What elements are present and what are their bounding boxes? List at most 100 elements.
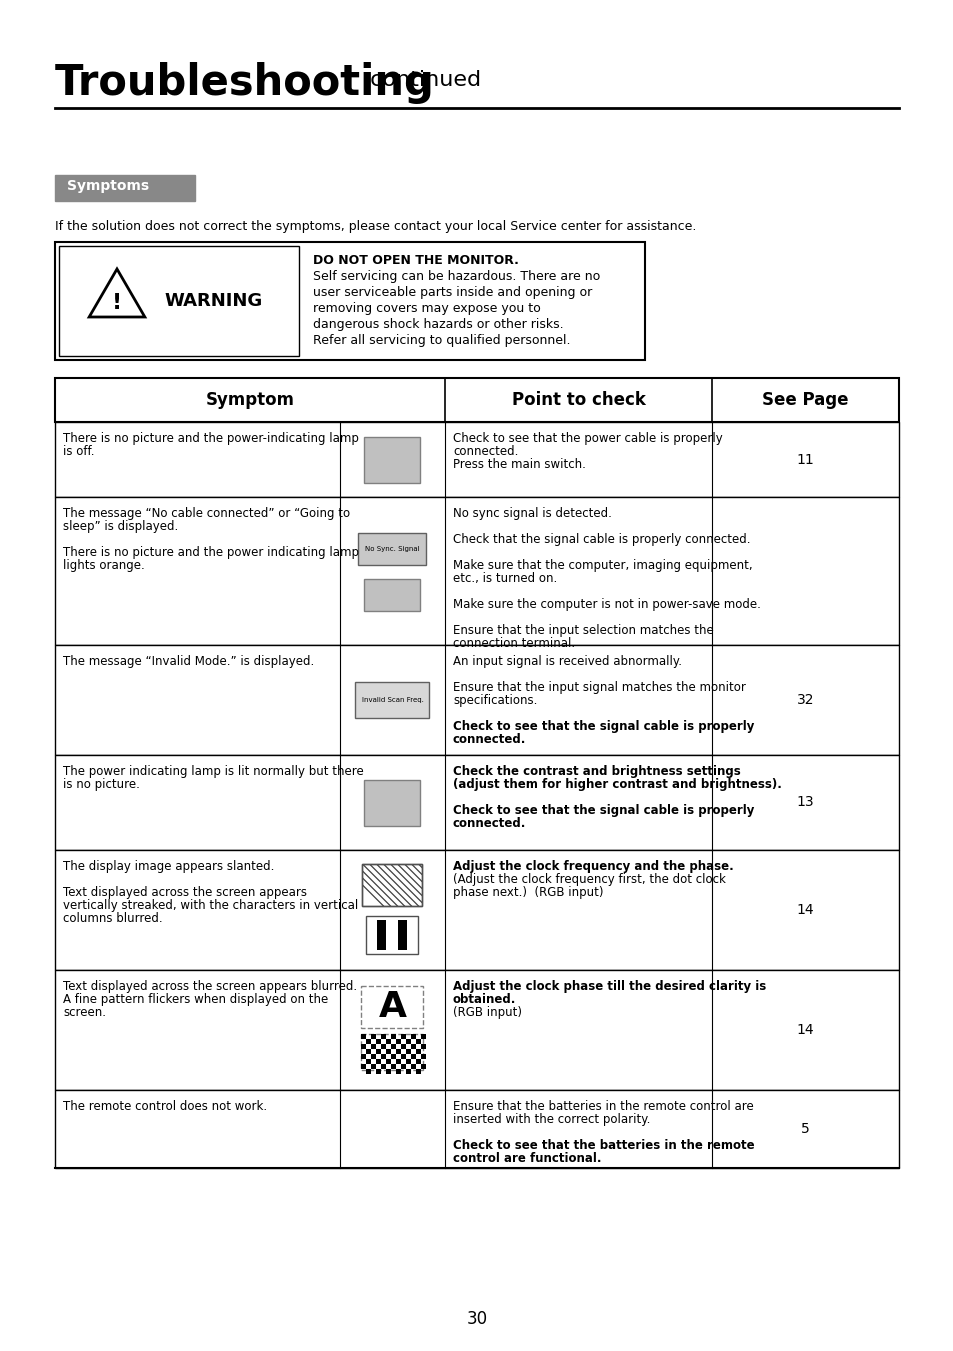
Text: Text displayed across the screen appears blurred.: Text displayed across the screen appears…: [63, 979, 356, 993]
Text: The message “No cable connected” or “Going to: The message “No cable connected” or “Goi…: [63, 507, 350, 520]
Text: Check to see that the signal cable is properly: Check to see that the signal cable is pr…: [453, 720, 754, 734]
Bar: [406, 1069, 411, 1074]
Text: If the solution does not correct the symptoms, please contact your local Service: If the solution does not correct the sym…: [55, 220, 696, 232]
Bar: [416, 1069, 421, 1074]
Bar: [401, 1034, 406, 1039]
Bar: [381, 1065, 386, 1069]
Bar: [362, 865, 422, 907]
Text: control are functional.: control are functional.: [453, 1152, 601, 1165]
Bar: [371, 1034, 376, 1039]
Bar: [416, 1039, 421, 1044]
Bar: [411, 1054, 416, 1059]
Text: connection terminal.: connection terminal.: [453, 638, 575, 650]
Bar: [381, 1054, 386, 1059]
Text: Symptom: Symptom: [205, 390, 294, 409]
Bar: [358, 534, 426, 565]
Text: obtained.: obtained.: [453, 993, 516, 1006]
Text: 11: 11: [796, 453, 814, 466]
Text: sleep” is displayed.: sleep” is displayed.: [63, 520, 178, 534]
Text: 32: 32: [796, 693, 814, 707]
Text: (adjust them for higher contrast and brightness).: (adjust them for higher contrast and bri…: [453, 778, 781, 790]
Text: connected.: connected.: [453, 734, 526, 746]
Bar: [361, 1054, 366, 1059]
Bar: [55, 970, 898, 1090]
Text: Self servicing can be hazardous. There are no: Self servicing can be hazardous. There a…: [313, 270, 599, 282]
Text: Symptoms: Symptoms: [67, 178, 149, 193]
Bar: [421, 1054, 426, 1059]
Bar: [362, 1035, 422, 1069]
Bar: [398, 920, 407, 950]
Bar: [381, 1044, 386, 1048]
Text: The remote control does not work.: The remote control does not work.: [63, 1100, 267, 1113]
Bar: [55, 644, 898, 755]
Bar: [55, 1090, 898, 1169]
Text: Invalid Scan Freq.: Invalid Scan Freq.: [361, 697, 423, 703]
Text: Adjust the clock phase till the desired clarity is: Adjust the clock phase till the desired …: [453, 979, 765, 993]
Text: (Adjust the clock frequency first, the dot clock: (Adjust the clock frequency first, the d…: [453, 873, 725, 886]
Bar: [386, 1059, 391, 1065]
Text: Check that the signal cable is properly connected.: Check that the signal cable is properly …: [453, 534, 750, 546]
Bar: [406, 1039, 411, 1044]
Bar: [55, 850, 898, 970]
Text: No sync signal is detected.: No sync signal is detected.: [453, 507, 611, 520]
Bar: [371, 1065, 376, 1069]
Text: etc., is turned on.: etc., is turned on.: [453, 571, 557, 585]
Bar: [59, 246, 298, 357]
Text: Point to check: Point to check: [511, 390, 645, 409]
Text: is no picture.: is no picture.: [63, 778, 140, 790]
Bar: [391, 1034, 396, 1039]
Bar: [362, 865, 422, 907]
Bar: [355, 682, 429, 717]
Bar: [391, 1054, 396, 1059]
Bar: [376, 1059, 381, 1065]
Text: continued: continued: [363, 70, 480, 91]
Text: 5: 5: [801, 1121, 809, 1136]
Bar: [366, 1039, 371, 1044]
Text: 14: 14: [796, 902, 814, 917]
Bar: [377, 920, 386, 950]
Bar: [55, 378, 898, 422]
Bar: [396, 1048, 401, 1054]
Text: connected.: connected.: [453, 817, 526, 830]
Bar: [362, 865, 422, 907]
Bar: [396, 1039, 401, 1044]
Bar: [386, 1048, 391, 1054]
Bar: [391, 1065, 396, 1069]
Text: Check the contrast and brightness settings: Check the contrast and brightness settin…: [453, 765, 740, 778]
Text: An input signal is received abnormally.: An input signal is received abnormally.: [453, 655, 681, 667]
Text: A fine pattern flickers when displayed on the: A fine pattern flickers when displayed o…: [63, 993, 328, 1006]
Text: 14: 14: [796, 1023, 814, 1038]
Bar: [55, 422, 898, 497]
Text: specifications.: specifications.: [453, 694, 537, 707]
Bar: [411, 1044, 416, 1048]
Bar: [55, 242, 644, 359]
Text: Troubleshooting: Troubleshooting: [55, 62, 435, 104]
Bar: [361, 1034, 366, 1039]
Bar: [411, 1034, 416, 1039]
Bar: [361, 1034, 423, 1070]
Bar: [366, 1048, 371, 1054]
Text: user serviceable parts inside and opening or: user serviceable parts inside and openin…: [313, 286, 592, 299]
Text: There is no picture and the power indicating lamp: There is no picture and the power indica…: [63, 546, 358, 559]
Text: Ensure that the batteries in the remote control are: Ensure that the batteries in the remote …: [453, 1100, 753, 1113]
Bar: [421, 1034, 426, 1039]
Text: lights orange.: lights orange.: [63, 559, 145, 571]
Text: Check to see that the signal cable is properly: Check to see that the signal cable is pr…: [453, 804, 754, 817]
Bar: [411, 1065, 416, 1069]
Bar: [366, 916, 418, 954]
Text: columns blurred.: columns blurred.: [63, 912, 162, 925]
Text: is off.: is off.: [63, 444, 94, 458]
Text: Make sure the computer is not in power-save mode.: Make sure the computer is not in power-s…: [453, 598, 760, 611]
Text: phase next.)  (RGB input): phase next.) (RGB input): [453, 886, 603, 898]
Bar: [401, 1044, 406, 1048]
Bar: [376, 1069, 381, 1074]
Bar: [421, 1065, 426, 1069]
Text: The power indicating lamp is lit normally but there: The power indicating lamp is lit normall…: [63, 765, 363, 778]
Bar: [364, 780, 420, 825]
Text: vertically streaked, with the characters in vertical: vertically streaked, with the characters…: [63, 898, 358, 912]
Text: screen.: screen.: [63, 1006, 106, 1019]
Text: The message “Invalid Mode.” is displayed.: The message “Invalid Mode.” is displayed…: [63, 655, 314, 667]
Bar: [381, 1034, 386, 1039]
Bar: [361, 986, 423, 1028]
Text: There is no picture and the power-indicating lamp: There is no picture and the power-indica…: [63, 432, 358, 444]
